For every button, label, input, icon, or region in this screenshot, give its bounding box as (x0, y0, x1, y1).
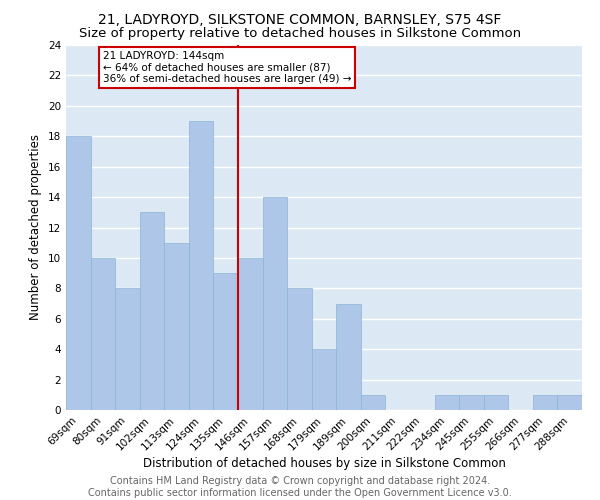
Text: 21, LADYROYD, SILKSTONE COMMON, BARNSLEY, S75 4SF: 21, LADYROYD, SILKSTONE COMMON, BARNSLEY… (98, 12, 502, 26)
Bar (115, 288, 140, 410)
Bar (459, 395, 484, 410)
Bar (140, 212, 164, 410)
Y-axis label: Number of detached properties: Number of detached properties (29, 134, 43, 320)
Bar (533, 395, 557, 410)
Bar (66, 136, 91, 410)
Bar (336, 304, 361, 410)
Bar (164, 242, 189, 410)
Bar (238, 258, 263, 410)
Bar (361, 395, 385, 410)
Text: 21 LADYROYD: 144sqm
← 64% of detached houses are smaller (87)
36% of semi-detach: 21 LADYROYD: 144sqm ← 64% of detached ho… (103, 51, 352, 84)
Text: Contains HM Land Registry data © Crown copyright and database right 2024.
Contai: Contains HM Land Registry data © Crown c… (88, 476, 512, 498)
Bar (434, 395, 459, 410)
Bar (189, 121, 214, 410)
Bar (312, 349, 336, 410)
Bar (557, 395, 582, 410)
Bar (263, 197, 287, 410)
X-axis label: Distribution of detached houses by size in Silkstone Common: Distribution of detached houses by size … (143, 458, 505, 470)
Text: Size of property relative to detached houses in Silkstone Common: Size of property relative to detached ho… (79, 28, 521, 40)
Bar (484, 395, 508, 410)
Bar (214, 273, 238, 410)
Bar (287, 288, 312, 410)
Bar (91, 258, 115, 410)
